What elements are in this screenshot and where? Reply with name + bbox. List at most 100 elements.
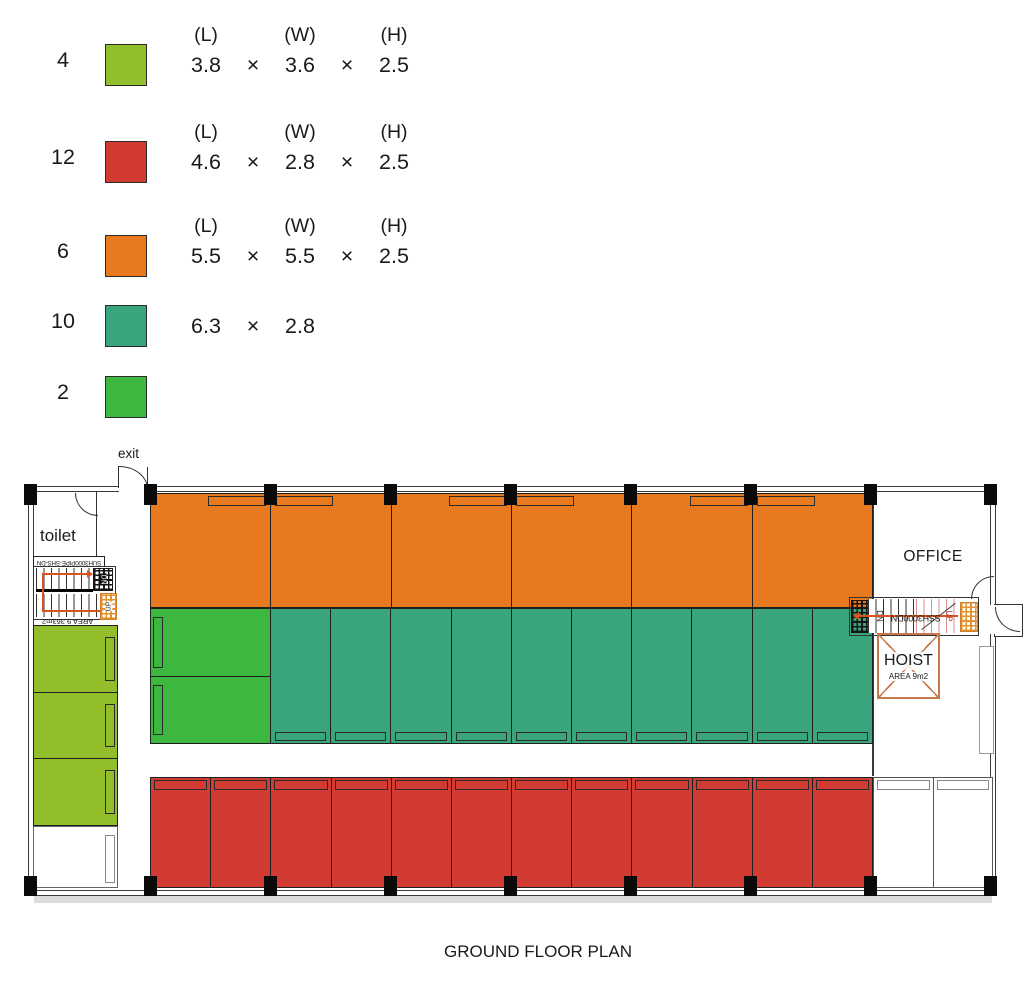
structural-column <box>624 484 637 505</box>
exit-label: exit <box>118 446 140 461</box>
up-label: UP <box>104 601 112 612</box>
door-jamb <box>147 467 148 486</box>
stair-up-hatch: UP <box>100 593 117 620</box>
red-storage-unit <box>512 777 573 888</box>
dim-value-h: 2.5 <box>379 52 409 77</box>
legend-swatch <box>105 305 147 347</box>
white-unit-cell <box>33 826 118 888</box>
dim-value-w: 2.8 <box>285 313 315 338</box>
structural-column <box>744 876 757 896</box>
legend-count: 4 <box>57 48 69 72</box>
dim-value-w: 5.5 <box>285 243 315 268</box>
legend-count: 6 <box>57 239 69 263</box>
red-storage-unit <box>632 777 693 888</box>
dn-label: DN <box>99 573 107 586</box>
legend-row: 2 <box>35 352 465 448</box>
orange-unit-row <box>150 493 873 608</box>
stair-left: DN UP <box>33 566 117 620</box>
dim-header-h: (H) <box>380 120 408 143</box>
teal-storage-unit <box>331 608 392 744</box>
red-storage-unit <box>451 777 513 888</box>
orange-storage-unit <box>271 493 392 608</box>
dim-value-l: 4.6 <box>191 149 221 174</box>
office-door-opening <box>987 605 996 634</box>
legend-row: 10 6.3 × 2.8 <box>35 281 465 377</box>
legend-swatch <box>105 235 147 277</box>
red-storage-unit <box>752 777 813 888</box>
structural-column <box>384 484 397 505</box>
multiply-sign: × <box>246 149 260 174</box>
toilet-room <box>33 491 97 556</box>
multiply-sign: × <box>340 243 354 268</box>
orange-storage-unit <box>632 493 753 608</box>
structural-column <box>984 876 997 896</box>
stair-route-arrow <box>853 612 859 620</box>
multiply-sign: × <box>246 313 260 338</box>
white-unit <box>33 826 118 888</box>
dim-header-l: (L) <box>194 214 218 237</box>
dim-header-w: (W) <box>284 23 316 46</box>
dim-value-w: 3.6 <box>285 52 315 77</box>
orange-storage-unit <box>150 493 272 608</box>
stair-up-hatch <box>960 602 978 632</box>
legend-swatch <box>105 376 147 418</box>
orange-storage-unit <box>752 493 873 608</box>
stair-route-line <box>42 573 44 611</box>
dim-header-w: (W) <box>284 214 316 237</box>
structural-column <box>144 484 157 505</box>
structural-column <box>144 876 157 896</box>
hoist-area-label: AREA 9m2 <box>888 671 929 681</box>
dim-header-l: (L) <box>194 120 218 143</box>
dim-value-l: 5.5 <box>191 243 221 268</box>
stair-route-arrow <box>87 570 93 578</box>
orange-storage-unit <box>391 493 512 608</box>
window-recess <box>979 646 994 754</box>
structural-column <box>864 876 877 896</box>
legend-row: 12 (L) (W) (H) 4.6 × 2.8 × 2.5 <box>35 117 465 213</box>
red-storage-unit <box>211 777 272 888</box>
red-unit-row <box>150 777 874 888</box>
green-storage-unit <box>150 676 271 744</box>
pipe-label: SUH3000PIPE-SHS-DN <box>36 558 102 566</box>
wall-shadow <box>34 896 992 903</box>
white-unit <box>873 777 934 888</box>
structural-column <box>504 876 517 896</box>
teal-storage-unit <box>451 608 512 744</box>
legend-dimensions: 6.3 × 2.8 <box>178 281 422 341</box>
dim-value-l: 6.3 <box>191 313 221 338</box>
stair-flight-up <box>36 594 100 617</box>
green-storage-unit <box>150 608 271 677</box>
white-unit-row <box>873 777 993 888</box>
multiply-sign: × <box>246 52 260 77</box>
legend-row: 6 (L) (W) (H) 5.5 × 5.5 × 2.5 <box>35 211 465 307</box>
legend-row: 4 (L) (W) (H) 3.8 × 3.6 × 2.5 <box>35 20 465 116</box>
orange-storage-unit <box>511 493 633 608</box>
olive-unit-column <box>33 625 118 827</box>
teal-storage-unit <box>511 608 573 744</box>
dim-header-h: (H) <box>380 214 408 237</box>
legend-count: 2 <box>57 380 69 404</box>
structural-column <box>744 484 757 505</box>
teal-storage-unit <box>270 608 332 744</box>
toilet-label: toilet <box>40 526 76 545</box>
red-storage-unit <box>572 777 633 888</box>
multiply-sign: × <box>340 149 354 174</box>
exit-door-leaf <box>118 466 120 488</box>
red-storage-unit <box>331 777 392 888</box>
teal-storage-unit <box>692 608 753 744</box>
teal-storage-unit <box>752 608 813 744</box>
teal-unit-row <box>270 608 874 744</box>
dim-header-h: (H) <box>380 23 408 46</box>
stair-route-line <box>42 610 100 612</box>
legend-count: 12 <box>51 145 75 169</box>
legend-swatch <box>105 141 147 183</box>
dim-value-h: 2.5 <box>379 243 409 268</box>
red-storage-unit <box>150 777 212 888</box>
legend-dimensions: (L) (W) (H) 3.8 × 3.6 × 2.5 <box>178 20 422 80</box>
structural-column <box>984 484 997 505</box>
teal-storage-unit <box>391 608 452 744</box>
structural-column <box>264 484 277 505</box>
red-storage-unit <box>271 777 332 888</box>
dim-header-w: (W) <box>284 120 316 143</box>
